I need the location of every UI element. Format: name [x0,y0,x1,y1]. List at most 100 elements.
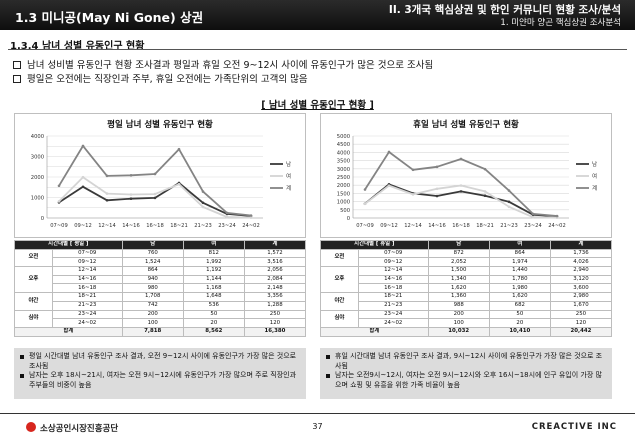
table-cell: 09~12 [51,257,123,268]
bullet-icon [20,355,24,359]
y-tick-label: 5000 [337,134,350,140]
time-group-cell: 야간 [14,292,53,311]
table-cell: 23~24 [51,309,123,320]
data-point-total [153,172,157,176]
note-item: 남자는 오전9시~12시, 여자는 오전 9시~12시와 오후 16시~18시에… [326,371,606,390]
table-header-cell: 여 [182,240,245,250]
chart-title: 휴일 남녀 성별 유동인구 현황 [413,119,519,130]
table-cell: 1,288 [243,300,307,311]
x-tick-label: 18~21 [476,223,494,229]
agency-logo-text: 소상공인시장진흥공단 [40,424,119,434]
data-point-male [105,198,109,202]
time-group-cell: 야간 [320,292,359,311]
table-cell: 1,620 [488,292,551,302]
data-point-total [387,150,391,154]
legend-label-female: 여 [592,172,597,180]
time-group-cell: 오전 [320,248,359,268]
table-cell: 2,084 [243,274,307,285]
total-cell: 10,410 [488,326,551,337]
table-cell: 3,600 [549,283,613,294]
table-cell: 1,648 [182,292,245,302]
table-cell: 812 [182,248,245,259]
table-row: 오후 12~14 864 1,192 2,056 [14,266,307,294]
table-cell: 864 [488,248,551,259]
table-cell: 50 [182,309,245,320]
data-point-male [459,190,463,193]
total-row: 합계 7,818 8,562 16,380 [14,326,307,337]
table-cell: 2,940 [549,266,613,276]
data-point-total [177,147,181,151]
x-tick-label: 14~16 [122,223,140,229]
table-cell: 120 [243,318,307,328]
table-cell: 3,516 [243,257,307,268]
page-title: 1.3 미니공(May Ni Gone) 상권 [15,10,204,25]
x-tick-label: 21~23 [194,223,212,229]
series-line-male [58,182,252,217]
data-point-total [483,167,487,171]
bullet-text: 남녀 성비별 유동인구 현황 조사결과 평일과 휴일 오전 9~12시 사이에 … [27,60,434,71]
table-cell: 21~23 [51,300,123,311]
x-tick-label: 07~09 [356,223,374,229]
data-point-male [507,200,511,204]
x-tick-label: 07~09 [50,223,68,229]
total-cell: 10,032 [427,326,490,337]
table-row: 심야 23~24 200 50 250 [14,309,307,328]
time-group-cell: 오후 [320,266,359,294]
table-cell: 07~09 [51,248,123,259]
data-point-total [531,212,535,216]
note-item: 남자는 오후 18시~21시, 여자는 오전 9시~12시에 유동인구가 가장 … [20,371,300,390]
y-tick-label: 1000 [337,200,350,206]
table-cell: 2,056 [243,266,307,276]
y-tick-label: 500 [340,208,350,214]
table-cell: 23~24 [357,309,429,320]
y-tick-label: 0 [347,216,350,222]
table-cell: 980 [121,283,184,294]
table-cell: 24~02 [357,318,429,328]
table-row: 24~02 100 20 120 [321,318,613,328]
series-line-male [364,183,558,218]
data-point-total [435,165,439,169]
table-row: 야간 18~21 1,708 1,648 3,356 [14,292,307,311]
y-tick-label: 2000 [337,183,350,189]
bullet-icon [326,355,330,359]
data-point-total [411,168,415,172]
divider [8,49,627,50]
holiday-table: 시간대별 [ 휴일 ] 남 여 계 오전 07~09 872 864 1,736 09~12 2,0… [320,240,613,337]
table-cell: 24~02 [51,318,123,328]
bullet-text: 평일은 오전에는 직장인과 주부, 휴일 오전에는 가족단위의 고객의 많음 [27,74,308,85]
table-row: 오전 07~09 760 812 1,572 [14,248,307,268]
table-cell: 20 [488,318,551,328]
table-header-cell: 시간대별 [ 평일 ] [14,240,123,250]
table-cell: 100 [121,318,184,328]
table-cell: 1,980 [488,283,551,294]
data-point-female [57,200,61,203]
table-cell: 2,980 [549,292,613,302]
data-point-female [81,175,85,179]
data-point-female [387,184,391,187]
data-point-female [201,205,205,209]
table-cell: 18~21 [357,292,429,302]
data-point-total [459,157,463,161]
chart-title: 평일 남녀 성별 유동인구 현황 [107,119,213,130]
data-point-male [435,194,439,198]
page-number: 37 [312,422,323,431]
table-cell: 50 [488,309,551,320]
table-cell: 1,524 [121,257,184,268]
y-tick-label: 3000 [31,155,44,161]
table-cell: 1,708 [121,292,184,302]
legend-label-total: 계 [286,184,291,192]
table-row: 09~12 1,524 1,992 3,516 [15,257,307,268]
legend-label-male: 남 [592,160,597,168]
section-path: 1. 미얀마 양곤 핵심상권 조사분석 [500,18,621,28]
agency-logo: 소상공인시장진흥공단 [26,422,118,434]
data-point-female [459,184,463,187]
table-cell: 988 [427,300,490,311]
holiday-chart: 휴일 남녀 성별 유동인구 현황 0 500 1000 1500 2000 2500 3000… [320,113,612,238]
y-tick-label: 4000 [337,150,350,156]
total-cell: 16,380 [243,326,307,337]
table-row: 24~02 100 20 120 [15,318,307,328]
table-cell: 1,992 [182,257,245,268]
table-cell: 3,120 [549,274,613,285]
x-tick-label: 16~18 [146,223,164,229]
table-cell: 1,670 [549,300,613,311]
